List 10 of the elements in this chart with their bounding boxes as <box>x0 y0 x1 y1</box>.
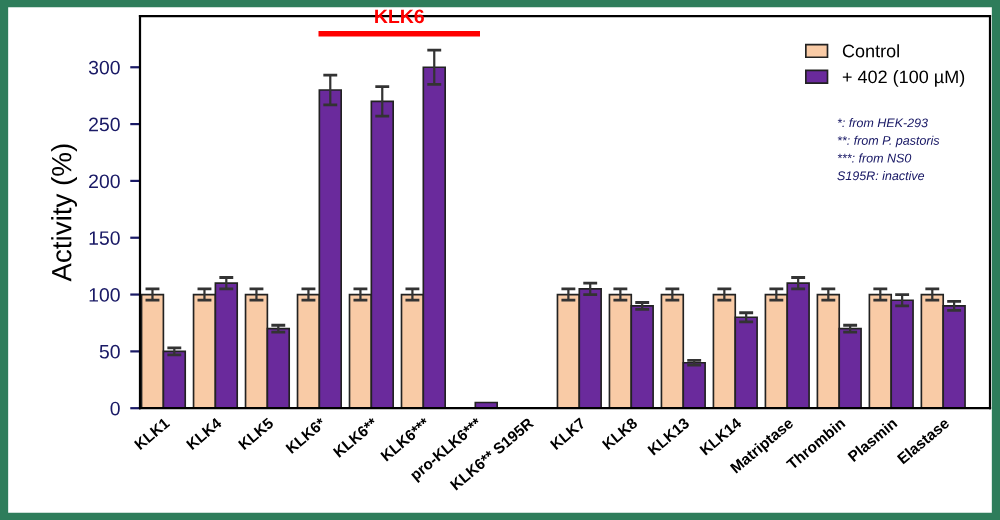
y-tick-label: 50 <box>99 344 120 359</box>
y-tick-label: 200 <box>89 174 120 189</box>
y-axis-title: Activity (%) <box>51 144 78 282</box>
y-tick-label: 150 <box>89 231 120 245</box>
y-tick-label: 100 <box>89 288 120 302</box>
legend-label: + 402 (100 µM) <box>842 69 965 87</box>
y-tick-label: 250 <box>89 117 120 132</box>
y-tick-label: 0 <box>110 401 120 416</box>
y-tick-label: 300 <box>88 60 120 75</box>
legend-label: Control <box>842 44 899 58</box>
